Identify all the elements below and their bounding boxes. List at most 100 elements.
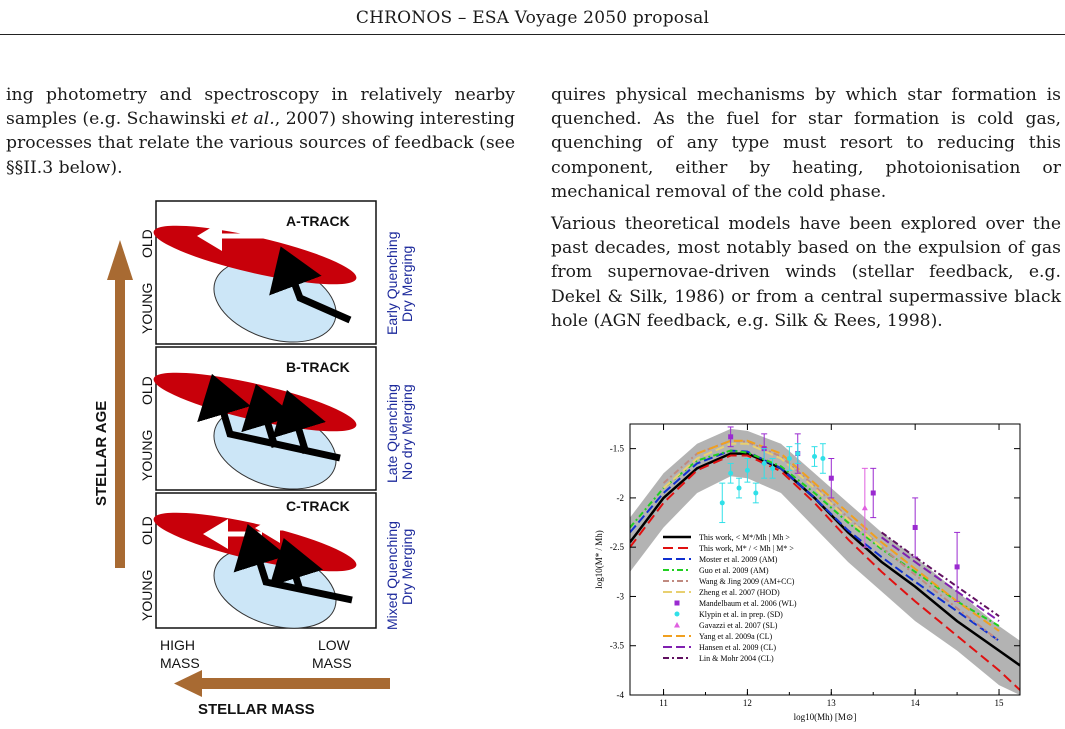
x-low-label-2: MASS [312, 655, 352, 671]
x-tick-label: 14 [911, 698, 921, 708]
panel-a-track: OLD YOUNG A-TRACK [139, 200, 377, 345]
y-tick-label: -3 [617, 591, 625, 601]
data-point-circle [820, 455, 826, 461]
panel-c-side-1: Mixed Quenching [384, 521, 400, 630]
panel-c-track: OLD YOUNG C-TRACK [139, 492, 377, 629]
legend-label-5: Zheng et al. 2007 (HOD) [699, 588, 780, 597]
panel-a-side-2: Dry Merging [399, 246, 415, 322]
legend-label-8: Lin & Mohr 2004 (CL) [699, 654, 774, 663]
series-line-6 [696, 439, 1000, 632]
series-line-0 [630, 452, 1020, 667]
legend-marker-triangle [674, 622, 680, 628]
left-paragraph: ing photometry and spectroscopy in relat… [6, 83, 515, 180]
data-point-square [912, 524, 918, 530]
legend-point-label-2: Gavazzi et al. 2007 (SL) [699, 621, 778, 630]
x-tick-label: 11 [659, 698, 668, 708]
data-point-square [728, 434, 734, 440]
age-arrow-shaft [115, 278, 125, 568]
y-tick-label: -4 [617, 690, 625, 700]
panel-a-title: A-TRACK [286, 213, 350, 229]
legend-label-1: This work, M* / < Mh | M* > [699, 544, 794, 553]
x-tick-label: 15 [995, 698, 1005, 708]
series-line-7 [881, 536, 1000, 622]
y-tick-label: -3.5 [610, 641, 625, 651]
panel-b-arrow-2 [241, 383, 295, 449]
legend-label-4: Wang & Jing 2009 (AM+CC) [699, 577, 795, 586]
data-point-square [954, 564, 960, 570]
series-line-2 [630, 449, 1000, 642]
panel-a-black-arrow [269, 246, 352, 324]
legend-label-6: Yang et al. 2009a (CL) [699, 632, 773, 641]
y-tick-label: -2.5 [610, 542, 625, 552]
data-point-circle [786, 455, 792, 461]
data-point-circle [770, 465, 776, 471]
x-tick-label: 12 [743, 698, 752, 708]
left-text-suffix: , 2007) showing interesting processes th… [6, 109, 515, 178]
age-arrow-head [107, 240, 133, 280]
panel-a-old: OLD [139, 229, 155, 258]
x-axis-label: STELLAR MASS [198, 701, 315, 718]
x-high-label-1: HIGH [160, 637, 195, 653]
page-header: CHRONOS – ESA Voyage 2050 proposal [0, 0, 1065, 38]
data-point-circle [728, 470, 734, 476]
et-al: et al. [230, 109, 275, 130]
panel-c-side-2: Dry Merging [399, 529, 415, 605]
left-column: ing photometry and spectroscopy in relat… [6, 83, 515, 180]
data-point-circle [761, 460, 767, 466]
header-rule [0, 34, 1065, 35]
panel-c-arrow-2 [269, 537, 323, 592]
panel-b-young: YOUNG [139, 430, 155, 481]
x-axis-title: log10(Mh) [M⊙] [794, 712, 857, 722]
x-high-label-2: MASS [160, 655, 200, 671]
panel-c-old: OLD [139, 516, 155, 545]
y-tick-label: -2 [617, 493, 625, 503]
y-axis-title: log10(M* / Mh) [594, 530, 604, 589]
series-line-4 [662, 439, 1000, 642]
plot-frame [629, 423, 1021, 696]
right-paragraph-1: quires physical mechanisms by which star… [551, 85, 1061, 202]
panel-c-young: YOUNG [139, 570, 155, 621]
data-point-circle [812, 454, 818, 460]
legend-point-label-0: Mandelbaum et al. 2006 (WL) [699, 599, 797, 608]
legend-label-3: Guo et al. 2009 (AM) [699, 566, 769, 575]
data-point-circle [744, 467, 750, 473]
panel-a-side-1: Early Quenching [384, 231, 400, 335]
data-point-circle [719, 500, 725, 506]
legend-label-2: Moster et al. 2009 (AM) [699, 555, 778, 564]
stellar-halo-mass-chart: 11 12 13 14 15 -1.5 -2 -2.5 -3 -3.5 -4 log10(Mh) [M… [588, 420, 1028, 725]
panel-b-side-1: Late Quenching [384, 384, 400, 483]
panel-b-side-2: No dry Merging [399, 384, 415, 480]
legend-label-7: Hansen et al. 2009 (CL) [699, 643, 776, 652]
legend-marker-square [674, 600, 680, 606]
panel-b-track: OLD YOUNG B-TRACK [139, 346, 377, 491]
right-column: quires physical mechanisms by which star… [551, 83, 1061, 333]
uncertainty-band [630, 428, 1020, 695]
panel-b-arrow-3 [272, 389, 326, 455]
panel-b-old: OLD [139, 376, 155, 405]
legend-label-0: This work, < M*/Mh | Mh > [699, 533, 790, 542]
panel-c-arrow-1 [233, 523, 353, 604]
running-title: CHRONOS – ESA Voyage 2050 proposal [355, 8, 710, 28]
panel-c-title: C-TRACK [286, 498, 350, 514]
series-line-3 [630, 449, 1000, 627]
left-text-prefix: ing photometry and spectroscopy in relat… [6, 85, 515, 130]
data-point-square [828, 475, 834, 481]
x-tick-label: 13 [827, 698, 837, 708]
panel-b-title: B-TRACK [286, 359, 350, 375]
legend-marker-circle [674, 611, 680, 617]
data-point-square [870, 490, 876, 496]
y-axis-label: STELLAR AGE [93, 401, 110, 506]
data-point-triangle [861, 504, 868, 511]
chart-svg: 11 12 13 14 15 -1.5 -2 -2.5 -3 -3.5 -4 log10(Mh) [M… [594, 423, 1021, 722]
mass-arrow-shaft [200, 678, 390, 689]
right-paragraph-2: Various theoretical models have been exp… [551, 214, 1061, 331]
x-low-label-1: LOW [318, 637, 351, 653]
legend-point-label-1: Klypin et al. in prep. (SD) [699, 610, 783, 619]
data-point-circle [795, 451, 801, 457]
tracks-svg: STELLAR AGE STELLAR MASS HIGH MASS LOW M… [93, 200, 415, 718]
data-point-circle [753, 490, 759, 496]
mass-arrow-head [174, 670, 202, 697]
data-point-circle [736, 485, 742, 491]
y-tick-label: -1.5 [610, 444, 625, 454]
quenching-tracks-figure: STELLAR AGE STELLAR MASS HIGH MASS LOW M… [90, 198, 440, 723]
